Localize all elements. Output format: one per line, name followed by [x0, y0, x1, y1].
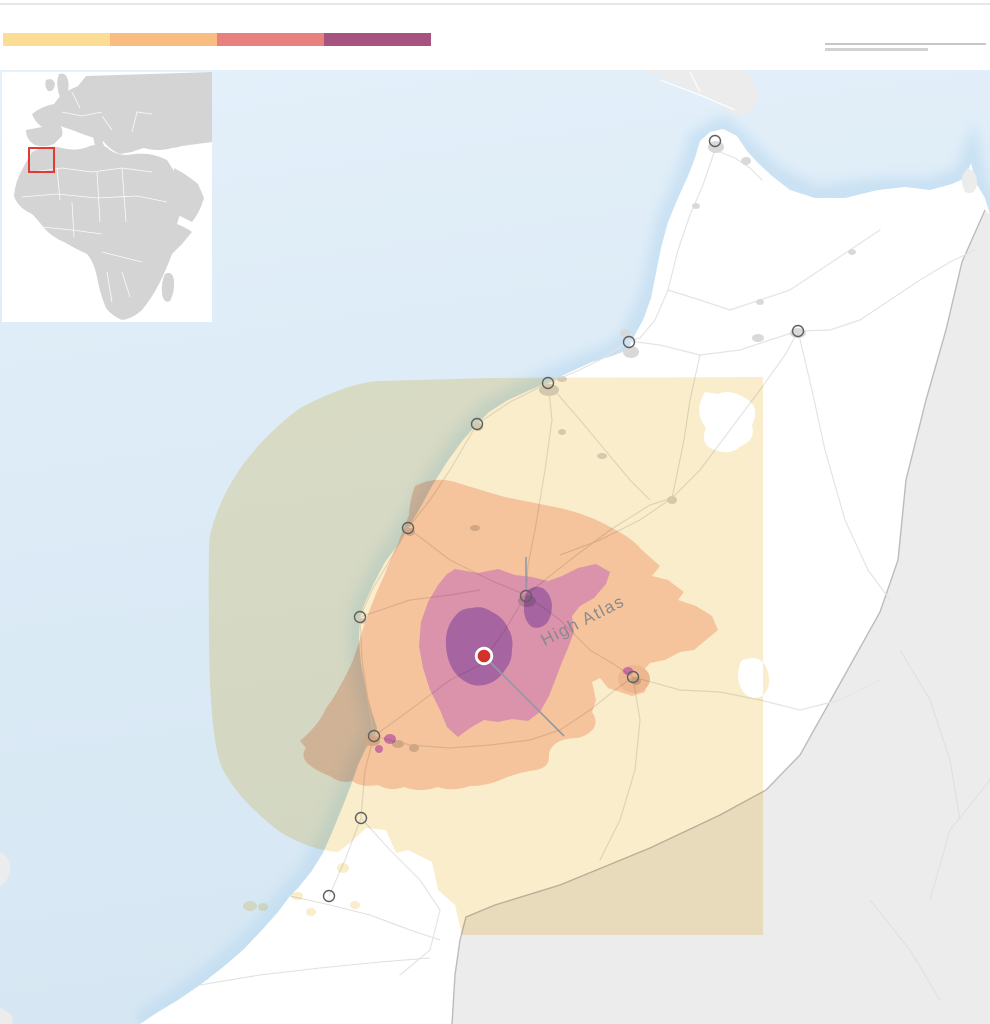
epicenter-dot [477, 649, 491, 663]
inset-ireland [45, 79, 55, 92]
city-marker [367, 729, 381, 743]
city-markers [322, 134, 805, 903]
main-map: High Atlas [0, 70, 990, 1024]
city-marker [626, 670, 640, 684]
inset-highlight-box [28, 147, 55, 173]
leader-line-epicenter [488, 660, 565, 737]
land-algeria [452, 210, 990, 1024]
city-marker [354, 811, 368, 825]
legend-swatch-weak [3, 33, 110, 46]
city-marker [401, 521, 415, 535]
southern-border-lines [199, 895, 441, 986]
inset-madagascar [161, 272, 175, 302]
epicenter-marker [474, 646, 494, 666]
locator-inset-svg [14, 72, 212, 320]
zone-severe-main [445, 607, 513, 686]
main-map-svg: High Atlas [0, 70, 990, 1024]
top-rule [0, 3, 990, 5]
redacted-source-line-2 [825, 48, 928, 51]
island-canary-1 [0, 852, 11, 886]
zone-strong [419, 564, 610, 737]
redacted-source-line-1 [825, 43, 986, 45]
city-marker [622, 335, 636, 349]
legend-swatch-light [110, 33, 217, 46]
intensity-legend [3, 33, 431, 46]
inset-africa [14, 144, 192, 320]
city-marker [791, 324, 805, 338]
inset-turkey-balkans [112, 130, 174, 152]
city-marker [322, 889, 336, 903]
land-melilla [961, 168, 978, 194]
pink-spot-ouarzazate [623, 667, 633, 675]
zone-light-halo [618, 665, 650, 693]
inset-britain [57, 73, 69, 99]
pink-spot-agadir-1 [384, 734, 396, 744]
legend-swatch-severe [324, 33, 431, 46]
inset-borders [21, 91, 168, 303]
locator-inset [2, 72, 212, 322]
city-marker [541, 376, 555, 390]
inset-europe [32, 72, 212, 154]
city-marker [708, 134, 722, 148]
city-marker [519, 589, 533, 603]
algeria-roads [869, 649, 990, 1001]
zone-weak-islands [243, 863, 360, 916]
inset-iberia [26, 124, 63, 147]
spain-road [659, 79, 736, 111]
island-canary-2 [0, 1008, 13, 1024]
spain-road-2 [689, 71, 701, 93]
inset-arabia [174, 168, 204, 222]
land-spain [645, 70, 758, 117]
city-marker [353, 610, 367, 624]
legend-swatch-strong [217, 33, 324, 46]
city-marker [470, 417, 484, 431]
pink-spot-agadir-2 [375, 745, 383, 753]
